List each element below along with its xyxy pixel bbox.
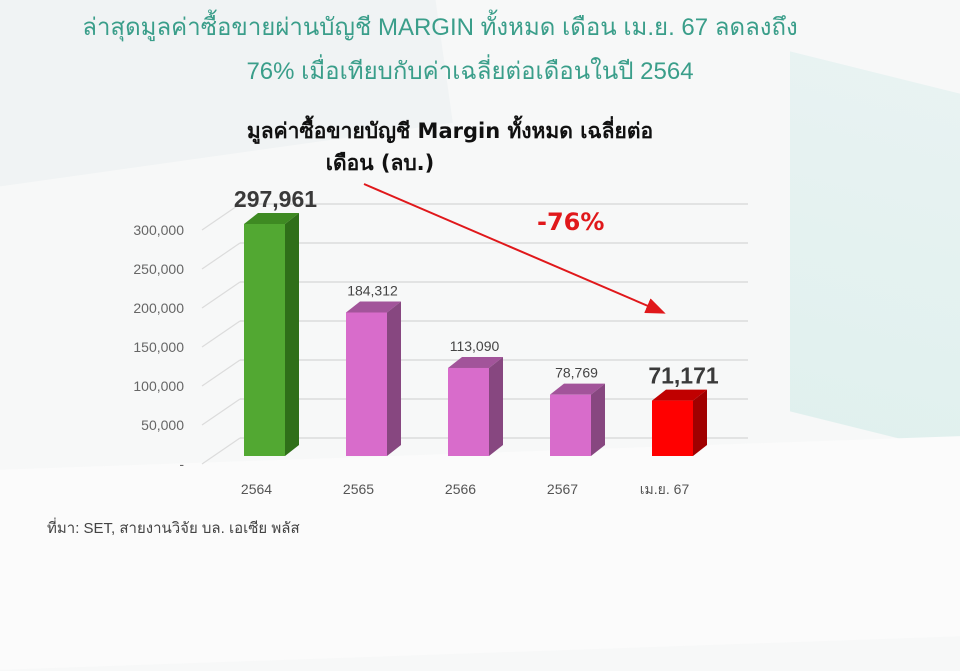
data-label: 297,961 xyxy=(234,186,317,212)
bar-2564: 297,961 xyxy=(234,186,317,456)
bar-2566: 113,090 xyxy=(448,338,503,456)
y-tick-label: - xyxy=(179,456,184,472)
source-note: ที่มา: SET, สายงานวิจัย บล. เอเซีย พลัส xyxy=(47,520,300,537)
gridline-perspective xyxy=(201,437,241,465)
bar-2567: 78,769 xyxy=(550,365,605,456)
x-tick-label: 2565 xyxy=(343,481,374,497)
bar-chart: - 50,000 100,000 150,000 200,000 250,000 300,0… xyxy=(133,183,748,497)
bar-เม.ย. 67: 71,171 xyxy=(648,363,719,456)
x-tick-label: เม.ย. 67 xyxy=(640,481,690,497)
change-annotation: -76% xyxy=(537,208,604,236)
y-axis-ticks: - 50,000 100,000 150,000 200,000 250,000 300,0… xyxy=(133,222,184,472)
bar-2565: 184,312 xyxy=(346,282,401,456)
chart-bars: 297,961 184,312 113,090 78,769 71,171 xyxy=(234,186,719,456)
gridline-perspective xyxy=(201,359,241,387)
trend-arrow-icon xyxy=(363,183,666,314)
y-tick-label: 300,000 xyxy=(133,222,184,238)
gridline-perspective xyxy=(201,398,241,426)
chart-title-line-1: มูลค่าซื้อขายบัญชี Margin ทั้งหมด เฉลี่ย… xyxy=(246,119,654,143)
y-tick-label: 100,000 xyxy=(133,378,184,394)
gridline-perspective xyxy=(201,320,241,348)
chart-title-line-2: เดือน (ลบ.) xyxy=(325,151,435,175)
headline-line-2: 76% เมื่อเทียบกับค่าเฉลี่ยต่อเดือนในปี 2… xyxy=(246,58,694,85)
data-label: 113,090 xyxy=(450,338,500,354)
y-tick-label: 250,000 xyxy=(133,261,184,277)
x-tick-label: 2566 xyxy=(445,481,476,497)
y-tick-label: 200,000 xyxy=(133,300,184,316)
data-label: 71,171 xyxy=(648,363,719,389)
gridline-perspective xyxy=(201,242,241,270)
x-axis-ticks: 2564 2565 2566 2567 เม.ย. 67 xyxy=(241,481,690,497)
headline-line-1: ล่าสุดมูลค่าซื้อขายผ่านบัญชี MARGIN ทั้ง… xyxy=(82,14,798,41)
gridline-perspective xyxy=(201,281,241,309)
data-label: 78,769 xyxy=(555,365,598,381)
x-tick-label: 2564 xyxy=(241,481,272,497)
x-tick-label: 2567 xyxy=(547,481,578,497)
y-tick-label: 150,000 xyxy=(133,339,184,355)
gridline-perspective xyxy=(201,203,241,231)
data-label: 184,312 xyxy=(347,282,398,298)
y-tick-label: 50,000 xyxy=(141,417,184,433)
